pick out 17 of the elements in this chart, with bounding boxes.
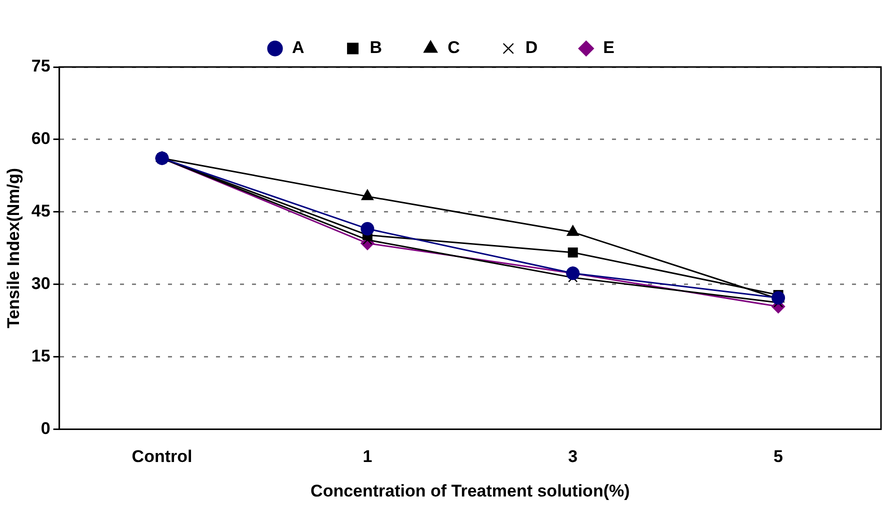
x-axis-title: Concentration of Treatment solution(%) [310, 481, 630, 500]
y-tick-label: 15 [31, 346, 50, 366]
y-tick-label: 60 [31, 129, 50, 148]
y-tick-label: 75 [31, 56, 50, 76]
y-tick-label: 45 [31, 202, 50, 221]
y-tick-label: 30 [31, 274, 50, 294]
y-axis-title: Tensile Index(Nm/g) [4, 168, 23, 328]
legend-label: A [292, 38, 304, 58]
y-tick-label: 0 [40, 418, 50, 438]
x-tick-label: 3 [568, 447, 578, 466]
x-tick-label: 5 [774, 447, 784, 466]
legend-label: E [603, 38, 614, 58]
x-tick-label: Control [132, 447, 192, 466]
x-tick-label: 1 [362, 447, 372, 466]
legend-label: C [448, 38, 460, 58]
legend-label: D [525, 38, 538, 58]
legend-label: B [370, 38, 382, 58]
